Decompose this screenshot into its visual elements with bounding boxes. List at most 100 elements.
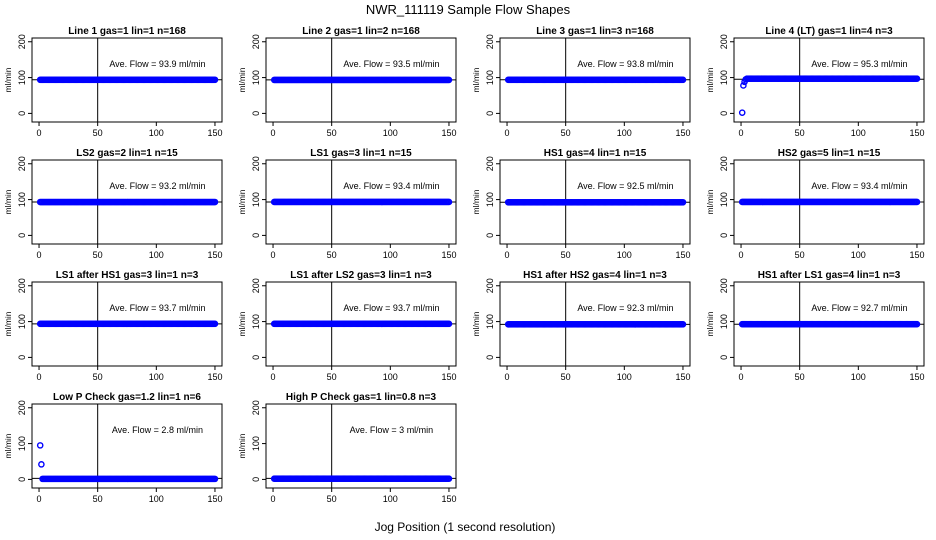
- x-tick-label: 150: [675, 128, 690, 138]
- y-tick-label: 200: [17, 278, 27, 293]
- panel-5: LS2 gas=2 lin=1 n=15 0 50 100 150 0 100 200 ml/m…: [3, 148, 223, 260]
- data-point: [445, 76, 453, 84]
- x-tick-label: 0: [739, 250, 744, 260]
- y-tick-label: 100: [719, 314, 729, 329]
- average-flow-annotation: Ave. Flow = 93.4 ml/min: [343, 181, 439, 191]
- x-tick-label: 0: [271, 372, 276, 382]
- panel-7: HS1 gas=4 lin=1 n=15 0 50 100 150 0 100 200 ml/m…: [471, 148, 691, 260]
- x-tick-label: 100: [149, 250, 164, 260]
- x-tick-label: 0: [37, 494, 42, 504]
- x-tick-label: 50: [93, 372, 103, 382]
- x-tick-label: 150: [441, 250, 456, 260]
- data-point-outlier: [742, 76, 750, 83]
- x-tick-label: 100: [383, 494, 398, 504]
- x-tick-label: 50: [327, 494, 337, 504]
- x-tick-label: 100: [851, 250, 866, 260]
- data-point: [679, 321, 687, 328]
- y-tick-label: 0: [17, 477, 27, 482]
- panel-title: LS1 gas=3 lin=1 n=15: [310, 148, 412, 159]
- y-tick-label: 0: [485, 111, 495, 116]
- x-tick-label: 0: [739, 128, 744, 138]
- y-tick-label: 200: [251, 400, 261, 415]
- x-tick-label: 50: [93, 250, 103, 260]
- data-points: [270, 320, 453, 328]
- x-tick-label: 0: [505, 128, 510, 138]
- y-tick-label: 200: [719, 156, 729, 171]
- data-points: [738, 75, 921, 116]
- data-point: [211, 198, 219, 206]
- data-point: [679, 198, 687, 206]
- x-tick-label: 0: [37, 372, 42, 382]
- data-point-outlier: [38, 461, 45, 468]
- panel-title: HS1 after HS2 gas=4 lin=1 n=3: [523, 270, 667, 281]
- panel-4: Line 4 (LT) gas=1 lin=4 n=3 0 50 100 150 0 100…: [705, 26, 925, 138]
- average-flow-annotation: Ave. Flow = 93.7 ml/min: [109, 303, 205, 313]
- data-point: [679, 76, 687, 84]
- panel-title: Low P Check gas=1.2 lin=1 n=6: [53, 392, 201, 403]
- data-points: [36, 76, 219, 84]
- y-tick-label: 0: [719, 355, 729, 360]
- data-points: [270, 198, 453, 206]
- x-tick-label: 50: [93, 128, 103, 138]
- y-tick-label: 200: [251, 34, 261, 49]
- figure-xlabel: Jog Position (1 second resolution): [375, 520, 556, 534]
- y-tick-label: 0: [719, 111, 729, 116]
- average-flow-annotation: Ave. Flow = 93.5 ml/min: [343, 59, 439, 69]
- y-tick-label: 200: [17, 156, 27, 171]
- x-tick-label: 100: [617, 372, 632, 382]
- y-tick-label: 100: [251, 70, 261, 85]
- panel-1: Line 1 gas=1 lin=1 n=168 0 50 100 150 0 100 200…: [3, 26, 223, 138]
- x-tick-label: 0: [37, 128, 42, 138]
- average-flow-annotation: Ave. Flow = 93.8 ml/min: [577, 59, 673, 69]
- panel-title: Line 3 gas=1 lin=3 n=168: [536, 26, 654, 37]
- panel-11: HS1 after HS2 gas=4 lin=1 n=3 0 50 100 150 0 1…: [471, 270, 691, 382]
- x-tick-label: 100: [851, 372, 866, 382]
- y-tick-label: 0: [719, 233, 729, 238]
- panel-14: High P Check gas=1 lin=0.8 n=3 0 50 100 150 0…: [237, 392, 457, 504]
- panel-title: LS1 after LS2 gas=3 lin=1 n=3: [290, 270, 432, 281]
- y-tick-label: 100: [251, 192, 261, 207]
- data-point: [445, 475, 453, 482]
- x-tick-label: 50: [795, 250, 805, 260]
- y-tick-label: 100: [485, 70, 495, 85]
- x-tick-label: 0: [37, 250, 42, 260]
- y-tick-label: 0: [17, 355, 27, 360]
- x-tick-label: 50: [327, 372, 337, 382]
- x-tick-label: 150: [441, 494, 456, 504]
- data-point-outlier: [738, 109, 746, 116]
- x-tick-label: 100: [149, 372, 164, 382]
- y-tick-label: 200: [251, 278, 261, 293]
- panel-title: HS1 gas=4 lin=1 n=15: [544, 148, 647, 159]
- x-tick-label: 150: [207, 494, 222, 504]
- y-tick-label: 100: [719, 70, 729, 85]
- x-tick-label: 150: [207, 372, 222, 382]
- x-tick-label: 0: [271, 250, 276, 260]
- x-tick-label: 100: [851, 128, 866, 138]
- data-points: [738, 198, 921, 206]
- y-axis-label: ml/min: [3, 311, 13, 336]
- x-tick-label: 50: [561, 250, 571, 260]
- x-tick-label: 150: [909, 372, 924, 382]
- data-points: [504, 76, 687, 84]
- y-tick-label: 0: [17, 111, 27, 116]
- panel-title: Line 2 gas=1 lin=2 n=168: [302, 26, 420, 37]
- y-axis-label: ml/min: [705, 189, 715, 214]
- x-tick-label: 0: [505, 372, 510, 382]
- panel-title: LS1 after HS1 gas=3 lin=1 n=3: [56, 270, 199, 281]
- data-point: [913, 75, 921, 82]
- average-flow-annotation: Ave. Flow = 93.9 ml/min: [109, 59, 205, 69]
- data-points: [270, 475, 453, 482]
- data-point: [211, 320, 219, 328]
- data-point: [211, 475, 219, 483]
- x-tick-label: 100: [383, 250, 398, 260]
- y-tick-label: 100: [251, 436, 261, 451]
- x-tick-label: 150: [909, 250, 924, 260]
- y-tick-label: 100: [719, 192, 729, 207]
- average-flow-annotation: Ave. Flow = 92.5 ml/min: [577, 181, 673, 191]
- x-tick-label: 0: [739, 372, 744, 382]
- y-tick-label: 200: [719, 278, 729, 293]
- x-tick-label: 0: [505, 250, 510, 260]
- y-tick-label: 100: [485, 314, 495, 329]
- panel-3: Line 3 gas=1 lin=3 n=168 0 50 100 150 0 100 200…: [471, 26, 691, 138]
- y-tick-label: 100: [17, 436, 27, 451]
